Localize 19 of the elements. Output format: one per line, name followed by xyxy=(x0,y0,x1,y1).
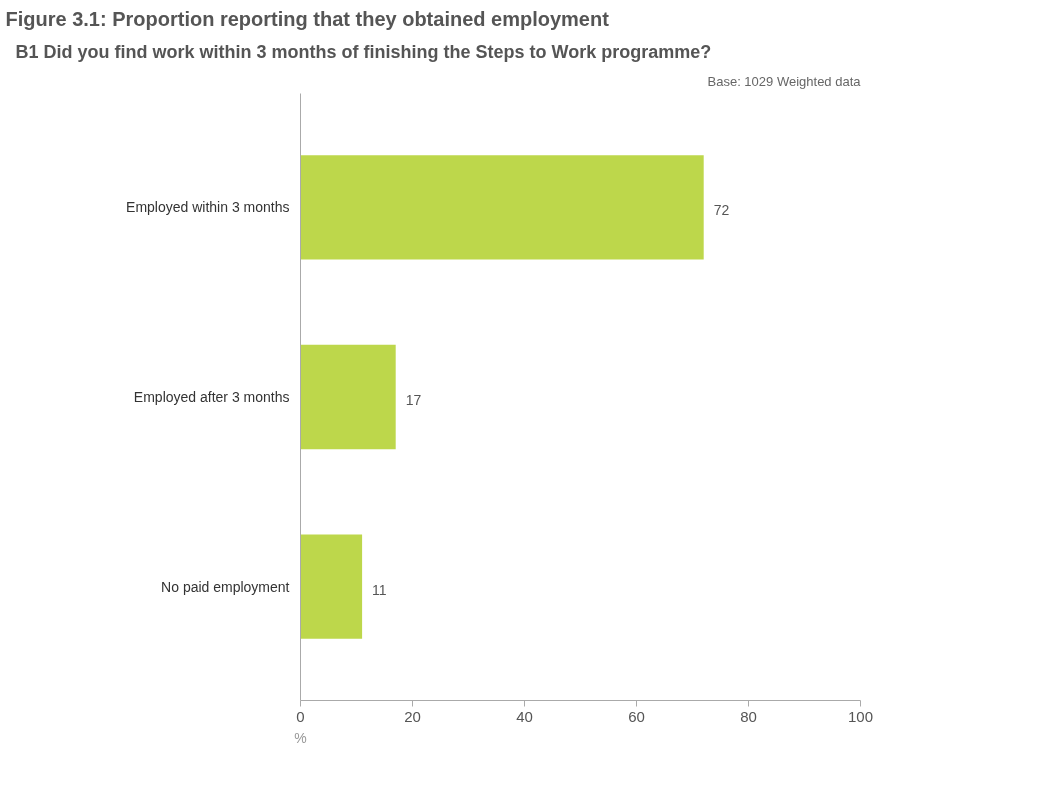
data-label: 11 xyxy=(372,581,387,598)
x-tick-label: 100 xyxy=(847,707,874,725)
x-tick-label: 0 xyxy=(296,707,305,725)
text: Base: 1029 Weighted data xyxy=(707,73,862,89)
bar xyxy=(300,344,396,450)
x-tick-label: 60 xyxy=(628,707,645,725)
x-axis-title: % xyxy=(294,729,307,746)
chart-subtitle: B1 Did you find work within 3 months of finishing the Steps to Work programme? xyxy=(15,41,712,62)
data-label: 72 xyxy=(713,202,730,219)
x-tick-label: 40 xyxy=(516,707,533,725)
y-tick-label: Employed after 3 months xyxy=(133,389,290,405)
x-tick-label: 20 xyxy=(404,707,421,725)
bar xyxy=(300,534,363,639)
bar xyxy=(300,155,704,260)
data-label: 17 xyxy=(405,392,422,408)
y-tick-label: Employed within 3 months xyxy=(126,199,290,216)
x-tick-label: 80 xyxy=(740,707,757,725)
chart-title: Figure 3.1: Proportion reporting that they obtained employment xyxy=(5,7,610,30)
y-tick-label: No paid employment xyxy=(161,578,290,595)
